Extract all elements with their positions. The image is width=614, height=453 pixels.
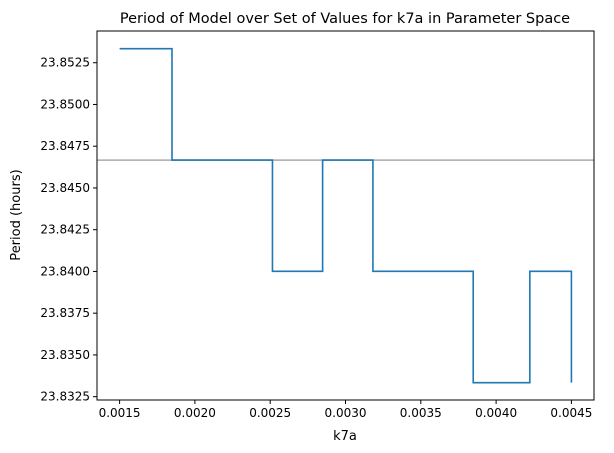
y-tick-label: 23.8375 — [40, 306, 90, 320]
x-tick-label: 0.0040 — [475, 406, 517, 420]
y-tick-label: 23.8350 — [40, 348, 90, 362]
y-tick-label: 23.8325 — [40, 390, 90, 404]
axes-layer: 0.0015 0.0020 0.0025 0.0030 0.0035 0.0040 0.00… — [40, 56, 592, 420]
x-axis-label: k7a — [333, 429, 357, 444]
x-tick-label: 0.0015 — [99, 406, 141, 420]
x-tick-label: 0.0025 — [249, 406, 291, 420]
chart-title: Period of Model over Set of Values for k… — [120, 11, 570, 27]
x-tick-label: 0.0020 — [174, 406, 216, 420]
y-tick-label: 23.8475 — [40, 139, 90, 153]
y-axis-label: Period (hours) — [9, 169, 24, 260]
plot-area — [97, 31, 594, 400]
y-tick-label: 23.8450 — [40, 181, 90, 195]
plot-layer — [97, 47, 594, 384]
x-tick-label: 0.0030 — [325, 406, 367, 420]
series-line-0 — [119, 47, 573, 384]
plot-frame — [96, 30, 595, 401]
y-tick-label: 23.8525 — [40, 56, 90, 70]
x-tick-label: 0.0035 — [400, 406, 442, 420]
x-tick-label: 0.0045 — [550, 406, 592, 420]
y-tick-label: 23.8500 — [40, 97, 90, 111]
y-tick-label: 23.8400 — [40, 264, 90, 278]
y-tick-label: 23.8425 — [40, 223, 90, 237]
